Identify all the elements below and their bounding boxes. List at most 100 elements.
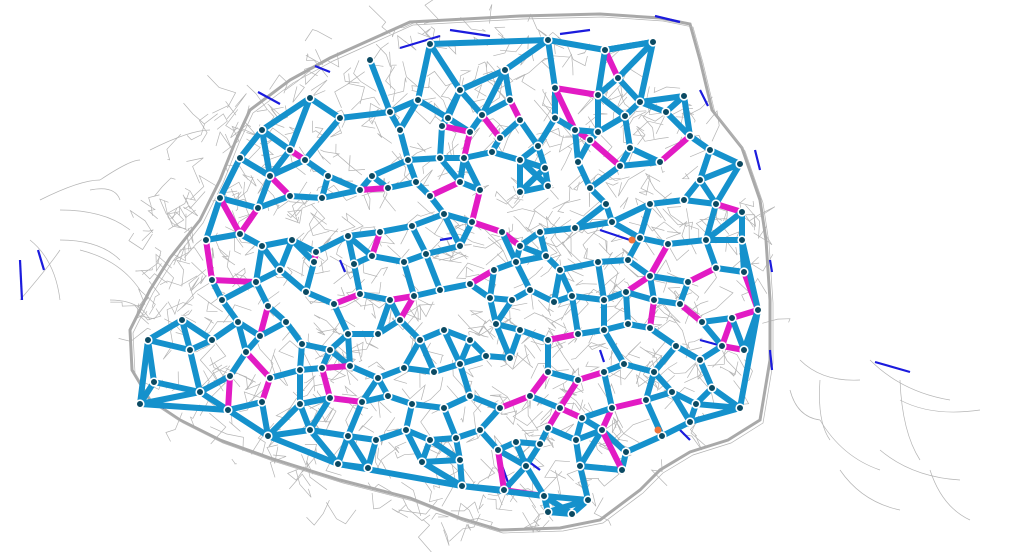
network-node[interactable] bbox=[635, 97, 645, 107]
network-node[interactable] bbox=[533, 141, 543, 151]
network-node[interactable] bbox=[607, 403, 617, 413]
network-node[interactable] bbox=[343, 231, 353, 241]
network-node[interactable] bbox=[621, 447, 631, 457]
network-node[interactable] bbox=[600, 45, 610, 55]
network-node[interactable] bbox=[507, 295, 517, 305]
network-node[interactable] bbox=[607, 217, 617, 227]
network-node[interactable] bbox=[711, 199, 721, 209]
network-node[interactable] bbox=[550, 113, 560, 123]
network-node[interactable] bbox=[543, 367, 553, 377]
network-node[interactable] bbox=[649, 295, 659, 305]
network-node[interactable] bbox=[567, 291, 577, 301]
network-node[interactable] bbox=[241, 347, 251, 357]
network-node[interactable] bbox=[535, 227, 545, 237]
network-node[interactable] bbox=[343, 329, 353, 339]
network-node[interactable] bbox=[385, 295, 395, 305]
network-node[interactable] bbox=[465, 279, 475, 289]
network-node[interactable] bbox=[667, 387, 677, 397]
network-node[interactable] bbox=[395, 315, 405, 325]
network-node[interactable] bbox=[265, 171, 275, 181]
network-node[interactable] bbox=[325, 345, 335, 355]
network-node[interactable] bbox=[511, 437, 521, 447]
network-node[interactable] bbox=[251, 277, 261, 287]
network-node[interactable] bbox=[593, 90, 603, 100]
network-node[interactable] bbox=[491, 319, 501, 329]
network-node[interactable] bbox=[645, 323, 655, 333]
network-node[interactable] bbox=[411, 177, 421, 187]
network-node[interactable] bbox=[543, 335, 553, 345]
network-node[interactable] bbox=[540, 163, 550, 173]
network-node[interactable] bbox=[717, 341, 727, 351]
network-node[interactable] bbox=[317, 193, 327, 203]
network-node[interactable] bbox=[535, 439, 545, 449]
network-node[interactable] bbox=[735, 159, 745, 169]
network-node[interactable] bbox=[295, 365, 305, 375]
network-node[interactable] bbox=[577, 413, 587, 423]
network-node[interactable] bbox=[657, 431, 667, 441]
network-node[interactable] bbox=[573, 157, 583, 167]
network-node[interactable] bbox=[697, 317, 707, 327]
network-node[interactable] bbox=[195, 387, 205, 397]
network-node[interactable] bbox=[455, 359, 465, 369]
poi-marker[interactable] bbox=[654, 426, 662, 434]
network-node[interactable] bbox=[599, 325, 609, 335]
network-node[interactable] bbox=[539, 491, 549, 501]
network-node[interactable] bbox=[257, 125, 267, 135]
network-node[interactable] bbox=[623, 319, 633, 329]
network-node[interactable] bbox=[475, 425, 485, 435]
network-node[interactable] bbox=[407, 221, 417, 231]
network-node[interactable] bbox=[619, 359, 629, 369]
network-node[interactable] bbox=[455, 455, 465, 465]
network-node[interactable] bbox=[417, 457, 427, 467]
network-node[interactable] bbox=[739, 345, 749, 355]
network-node[interactable] bbox=[599, 295, 609, 305]
network-node[interactable] bbox=[635, 233, 645, 243]
network-node[interactable] bbox=[295, 399, 305, 409]
network-node[interactable] bbox=[371, 435, 381, 445]
network-node[interactable] bbox=[485, 293, 495, 303]
network-node[interactable] bbox=[649, 367, 659, 377]
network-node[interactable] bbox=[475, 185, 485, 195]
network-node[interactable] bbox=[593, 257, 603, 267]
network-node[interactable] bbox=[641, 395, 651, 405]
network-node[interactable] bbox=[329, 299, 339, 309]
network-node[interactable] bbox=[285, 145, 295, 155]
network-node[interactable] bbox=[425, 39, 435, 49]
network-node[interactable] bbox=[451, 433, 461, 443]
poi-marker[interactable] bbox=[628, 236, 636, 244]
network-node[interactable] bbox=[695, 175, 705, 185]
network-node[interactable] bbox=[233, 317, 243, 327]
network-node[interactable] bbox=[300, 155, 310, 165]
network-node[interactable] bbox=[570, 223, 580, 233]
network-node[interactable] bbox=[497, 227, 507, 237]
network-node[interactable] bbox=[617, 465, 627, 475]
network-node[interactable] bbox=[305, 93, 315, 103]
network-node[interactable] bbox=[543, 507, 553, 517]
network-node[interactable] bbox=[481, 351, 491, 361]
network-node[interactable] bbox=[143, 335, 153, 345]
network-node[interactable] bbox=[601, 199, 611, 209]
network-node[interactable] bbox=[739, 267, 749, 277]
network-node[interactable] bbox=[207, 275, 217, 285]
network-node[interactable] bbox=[149, 377, 159, 387]
network-node[interactable] bbox=[409, 291, 419, 301]
network-node[interactable] bbox=[691, 399, 701, 409]
network-node[interactable] bbox=[620, 111, 630, 121]
network-node[interactable] bbox=[593, 127, 603, 137]
network-node[interactable] bbox=[325, 393, 335, 403]
network-node[interactable] bbox=[265, 373, 275, 383]
network-node[interactable] bbox=[571, 435, 581, 445]
network-node[interactable] bbox=[655, 157, 665, 167]
network-node[interactable] bbox=[363, 463, 373, 473]
network-node[interactable] bbox=[500, 65, 510, 75]
network-node[interactable] bbox=[285, 191, 295, 201]
network-node[interactable] bbox=[225, 371, 235, 381]
network-node[interactable] bbox=[465, 335, 475, 345]
network-node[interactable] bbox=[367, 171, 377, 181]
network-node[interactable] bbox=[301, 287, 311, 297]
network-node[interactable] bbox=[439, 209, 449, 219]
network-node[interactable] bbox=[663, 239, 673, 249]
network-node[interactable] bbox=[207, 335, 217, 345]
network-node[interactable] bbox=[323, 171, 333, 181]
network-node[interactable] bbox=[505, 95, 515, 105]
